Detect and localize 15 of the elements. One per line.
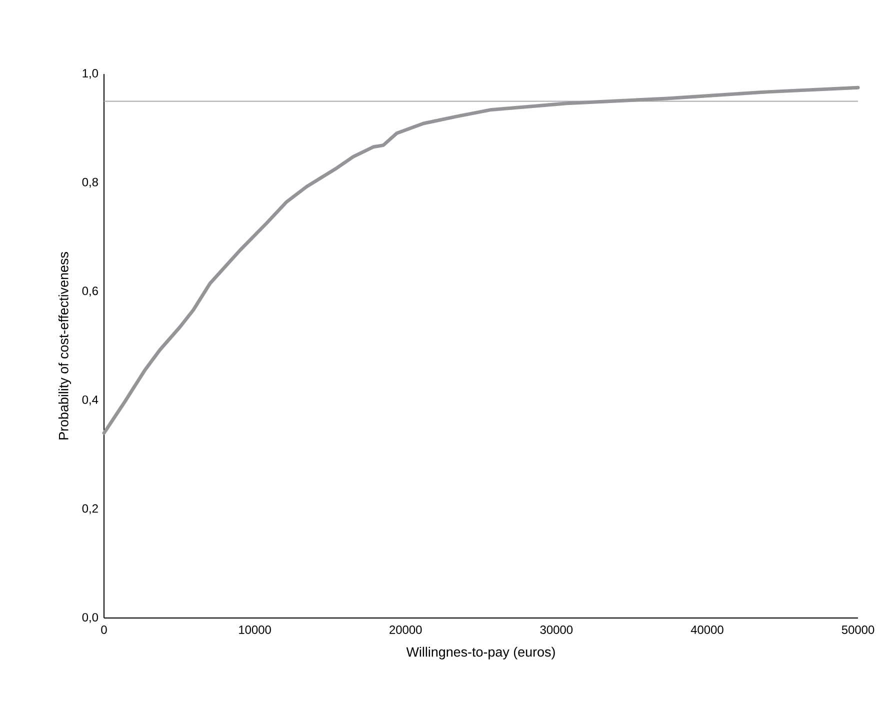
x-tick-label: 30000 bbox=[540, 626, 573, 634]
x-tick-label: 40000 bbox=[690, 626, 724, 634]
y-tick-label: 0,2 bbox=[82, 504, 98, 514]
y-tick-label: 1,0 bbox=[82, 69, 98, 79]
x-tick-label: 0 bbox=[101, 626, 107, 634]
x-tick-label: 50000 bbox=[842, 626, 874, 634]
x-tick-label: 10000 bbox=[239, 626, 271, 634]
y-axis-title: Probability of cost-effectiveness bbox=[58, 252, 72, 440]
y-tick-label: 0,4 bbox=[82, 395, 98, 406]
y-tick-label: 0,8 bbox=[82, 178, 98, 188]
x-tick-label: 20000 bbox=[390, 626, 422, 634]
y-tick-label: 0,6 bbox=[82, 286, 98, 297]
y-tick-label: 0,0 bbox=[82, 613, 98, 623]
x-axis-title: Willingnes-to-pay (euros) bbox=[406, 646, 555, 660]
line-series bbox=[102, 86, 860, 435]
